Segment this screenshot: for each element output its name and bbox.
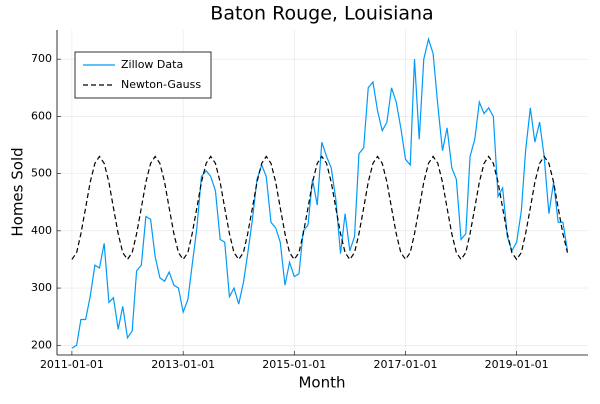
chart-title: Baton Rouge, Louisiana bbox=[210, 3, 433, 25]
x-tick-label: 2013-01-01 bbox=[151, 358, 215, 371]
line-series bbox=[71, 155, 569, 261]
y-tick-label: 500 bbox=[31, 167, 52, 180]
legend-label: Newton-Gauss bbox=[121, 78, 201, 91]
line-series bbox=[71, 36, 569, 349]
y-tick-label: 200 bbox=[31, 338, 52, 351]
x-tick-label: 2011-01-01 bbox=[40, 358, 104, 371]
x-tick-label: 2019-01-01 bbox=[485, 358, 549, 371]
x-axis-label: Month bbox=[298, 374, 345, 392]
legend-box bbox=[74, 51, 212, 99]
y-tick-label: 300 bbox=[31, 281, 52, 294]
y-axis-label: Homes Sold bbox=[9, 147, 27, 236]
y-tick-label: 400 bbox=[31, 224, 52, 237]
x-tick-label: 2017-01-01 bbox=[374, 358, 438, 371]
y-tick-label: 700 bbox=[31, 52, 52, 65]
x-tick-label: 2015-01-01 bbox=[262, 358, 326, 371]
legend-label: Zillow Data bbox=[121, 58, 183, 71]
y-tick-label: 600 bbox=[31, 109, 52, 122]
